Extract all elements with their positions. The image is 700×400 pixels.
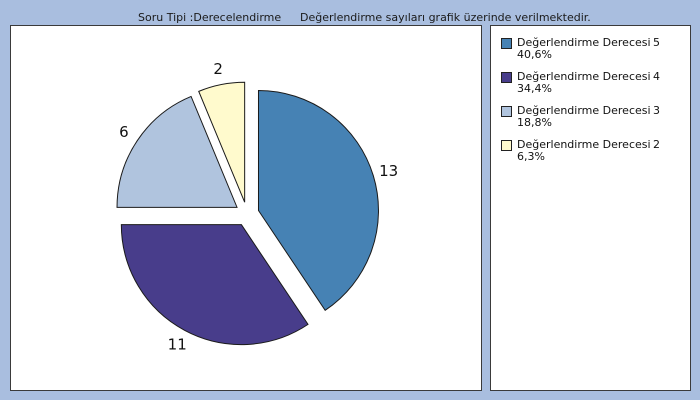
legend-panel: Değerlendirme Derecesi 5 40,6% Değerlend… bbox=[490, 25, 691, 391]
chart-note: Değerlendirme sayıları grafik üzerinde v… bbox=[300, 11, 591, 24]
slice-value-label: 11 bbox=[168, 336, 187, 354]
legend-degree: 5 bbox=[653, 36, 660, 49]
pie-slice bbox=[120, 224, 309, 346]
pie-chart: 13 11 6 2 bbox=[116, 60, 398, 354]
slice-value-label: 13 bbox=[379, 162, 398, 180]
legend-label: Değerlendirme Derecesi bbox=[517, 70, 651, 83]
legend-degree: 3 bbox=[653, 104, 660, 117]
legend-swatch bbox=[501, 72, 512, 83]
pie-slice bbox=[257, 90, 379, 311]
legend-label: Değerlendirme Derecesi bbox=[517, 36, 651, 49]
legend-item: Değerlendirme Derecesi 4 34,4% bbox=[501, 70, 686, 104]
legend-item: Değerlendirme Derecesi 5 40,6% bbox=[501, 36, 686, 70]
slice-value-label: 2 bbox=[213, 60, 223, 78]
legend-item: Değerlendirme Derecesi 2 6,3% bbox=[501, 138, 686, 172]
legend-swatch bbox=[501, 106, 512, 117]
legend-degree: 4 bbox=[653, 70, 660, 83]
legend-swatch bbox=[501, 140, 512, 151]
question-type-label: Soru Tipi :Derecelendirme bbox=[138, 11, 282, 24]
legend-label: Değerlendirme Derecesi bbox=[517, 138, 651, 151]
legend-item: Değerlendirme Derecesi 3 18,8% bbox=[501, 104, 686, 138]
slice-value-label: 6 bbox=[119, 123, 129, 141]
legend-label: Değerlendirme Derecesi bbox=[517, 104, 651, 117]
legend-percent: 18,8% bbox=[517, 116, 552, 129]
legend-percent: 6,3% bbox=[517, 150, 545, 163]
legend-percent: 40,6% bbox=[517, 48, 552, 61]
legend-degree: 2 bbox=[653, 138, 660, 151]
legend-percent: 34,4% bbox=[517, 82, 552, 95]
plot-panel: 13 11 6 2 bbox=[10, 25, 482, 391]
legend-swatch bbox=[501, 38, 512, 49]
pie-slice bbox=[116, 95, 238, 208]
pie-slice bbox=[198, 81, 246, 203]
